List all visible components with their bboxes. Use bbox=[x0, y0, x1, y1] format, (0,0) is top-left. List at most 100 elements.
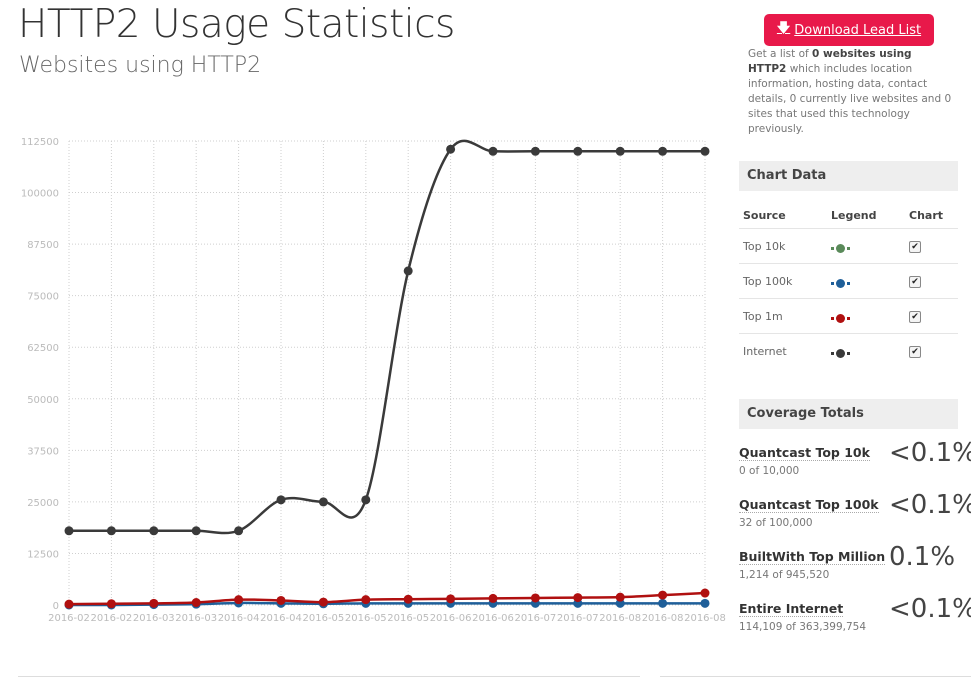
data-point bbox=[149, 526, 159, 536]
divider-right bbox=[660, 676, 971, 677]
data-point bbox=[446, 594, 456, 604]
chart-data-row: Top 100k ✔ bbox=[739, 263, 958, 299]
data-point bbox=[615, 592, 625, 602]
download-arrow-icon: 🡇 bbox=[776, 21, 791, 36]
y-tick-label: 12500 bbox=[27, 549, 59, 560]
row-chart-toggle: ✔ bbox=[905, 228, 958, 264]
data-point bbox=[64, 599, 74, 609]
y-tick-label: 37500 bbox=[27, 446, 59, 457]
x-tick-label: 2016-08 bbox=[599, 613, 641, 624]
coverage-name[interactable]: Entire Internet bbox=[739, 601, 844, 617]
y-tick-label: 25000 bbox=[27, 498, 59, 509]
data-point bbox=[658, 590, 668, 600]
x-tick-label: 2016-07 bbox=[557, 613, 599, 624]
coverage-item: BuiltWith Top Million 1,214 of 945,520 0.1… bbox=[739, 542, 969, 581]
data-point bbox=[530, 146, 540, 156]
row-source: Internet bbox=[739, 333, 827, 368]
row-chart-toggle: ✔ bbox=[905, 298, 958, 334]
series-line bbox=[68, 591, 706, 606]
x-tick-label: 2016-05 bbox=[345, 613, 387, 624]
x-tick-label: 2016-04 bbox=[218, 613, 260, 624]
row-source: Top 1m bbox=[739, 298, 827, 334]
series-line bbox=[68, 601, 705, 607]
divider-left bbox=[18, 676, 640, 677]
data-point bbox=[276, 595, 286, 605]
col-source: Source bbox=[743, 208, 786, 222]
x-tick-label: 2016-02 bbox=[91, 613, 133, 624]
chart-data-heading: Chart Data bbox=[739, 161, 958, 191]
row-chart-toggle: ✔ bbox=[905, 333, 958, 368]
lead-desc-pre: Get a list of bbox=[748, 48, 813, 60]
data-point bbox=[403, 594, 413, 604]
download-button-label: Download Lead List bbox=[794, 22, 922, 38]
y-tick-label: 100000 bbox=[21, 189, 59, 200]
coverage-percent: <0.1% bbox=[889, 438, 971, 468]
data-point bbox=[488, 593, 498, 603]
x-tick-label: 2016-08 bbox=[642, 613, 684, 624]
data-point bbox=[361, 495, 371, 505]
x-tick-label: 2016-07 bbox=[515, 613, 557, 624]
checkbox[interactable]: ✔ bbox=[909, 311, 921, 323]
y-tick-label: 87500 bbox=[27, 240, 59, 251]
data-point bbox=[234, 595, 244, 605]
data-point bbox=[658, 146, 668, 156]
col-chart: Chart bbox=[909, 208, 944, 222]
data-point bbox=[149, 598, 159, 608]
data-point bbox=[530, 593, 540, 603]
col-legend: Legend bbox=[831, 208, 877, 222]
x-tick-label: 2016-08 bbox=[684, 613, 726, 624]
row-legend bbox=[827, 228, 905, 264]
legend-marker-icon bbox=[831, 313, 850, 323]
checkbox[interactable]: ✔ bbox=[909, 276, 921, 288]
row-source: Top 100k bbox=[739, 263, 827, 299]
chart-data-row: Internet ✔ bbox=[739, 333, 958, 368]
legend-marker-icon bbox=[831, 243, 850, 253]
data-point bbox=[403, 266, 413, 276]
coverage-name[interactable]: Quantcast Top 10k bbox=[739, 445, 870, 461]
data-point bbox=[446, 144, 456, 154]
data-point bbox=[700, 146, 710, 156]
y-tick-label: 75000 bbox=[27, 292, 59, 303]
data-point bbox=[64, 526, 74, 536]
x-tick-label: 2016-03 bbox=[175, 613, 217, 624]
y-tick-label: 50000 bbox=[27, 395, 59, 406]
coverage-count: 1,214 of 945,520 bbox=[739, 569, 830, 581]
checkbox[interactable]: ✔ bbox=[909, 346, 921, 358]
coverage-count: 0 of 10,000 bbox=[739, 465, 800, 477]
coverage-percent: <0.1% bbox=[889, 490, 971, 520]
row-legend bbox=[827, 263, 905, 299]
data-point bbox=[700, 598, 710, 608]
row-chart-toggle: ✔ bbox=[905, 263, 958, 299]
data-point bbox=[318, 497, 328, 507]
data-point bbox=[615, 598, 625, 608]
checkbox[interactable]: ✔ bbox=[909, 241, 921, 253]
y-tick-label: 112500 bbox=[21, 137, 59, 148]
page-title: HTTP2 Usage Statistics bbox=[18, 2, 455, 47]
download-lead-list-button[interactable]: 🡇 Download Lead List bbox=[764, 14, 934, 46]
data-point bbox=[361, 595, 371, 605]
x-tick-label: 2016-06 bbox=[472, 613, 514, 624]
coverage-name[interactable]: Quantcast Top 100k bbox=[739, 497, 879, 513]
coverage-totals-heading: Coverage Totals bbox=[739, 399, 958, 429]
coverage-item: Quantcast Top 10k 0 of 10,000 <0.1% bbox=[739, 438, 971, 477]
y-tick-label: 62500 bbox=[27, 343, 59, 354]
coverage-count: 32 of 100,000 bbox=[739, 517, 813, 529]
data-point bbox=[488, 146, 498, 156]
coverage-item: Quantcast Top 100k 32 of 100,000 <0.1% bbox=[739, 490, 971, 529]
legend-marker-icon bbox=[831, 278, 850, 288]
data-point bbox=[234, 526, 244, 536]
legend-marker-icon bbox=[831, 348, 850, 358]
x-tick-label: 2016-03 bbox=[133, 613, 175, 624]
usage-line-chart: 0 12500 25000 37500 50000 62500 75000 87500 1000… bbox=[21, 137, 726, 624]
x-tick-label: 2016-04 bbox=[260, 613, 302, 624]
coverage-count: 114,109 of 363,399,754 bbox=[739, 621, 867, 633]
row-legend bbox=[827, 333, 905, 368]
x-tick-label: 2016-02 bbox=[48, 613, 90, 624]
data-point bbox=[615, 146, 625, 156]
data-point bbox=[658, 598, 668, 608]
coverage-percent: 0.1% bbox=[889, 542, 956, 572]
x-tick-label: 2016-06 bbox=[430, 613, 472, 624]
coverage-name[interactable]: BuiltWith Top Million bbox=[739, 549, 886, 565]
x-tick-label: 2016-05 bbox=[303, 613, 345, 624]
data-point bbox=[191, 598, 201, 608]
